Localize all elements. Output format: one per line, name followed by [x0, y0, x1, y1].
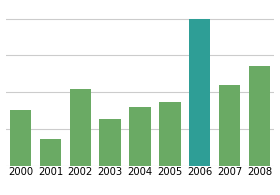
- Bar: [219, 85, 240, 166]
- Bar: [10, 110, 31, 166]
- Bar: [129, 107, 151, 166]
- Bar: [159, 103, 181, 166]
- Bar: [40, 139, 61, 166]
- Bar: [69, 89, 91, 166]
- Bar: [249, 66, 270, 166]
- Bar: [99, 119, 121, 166]
- Bar: [189, 19, 211, 166]
